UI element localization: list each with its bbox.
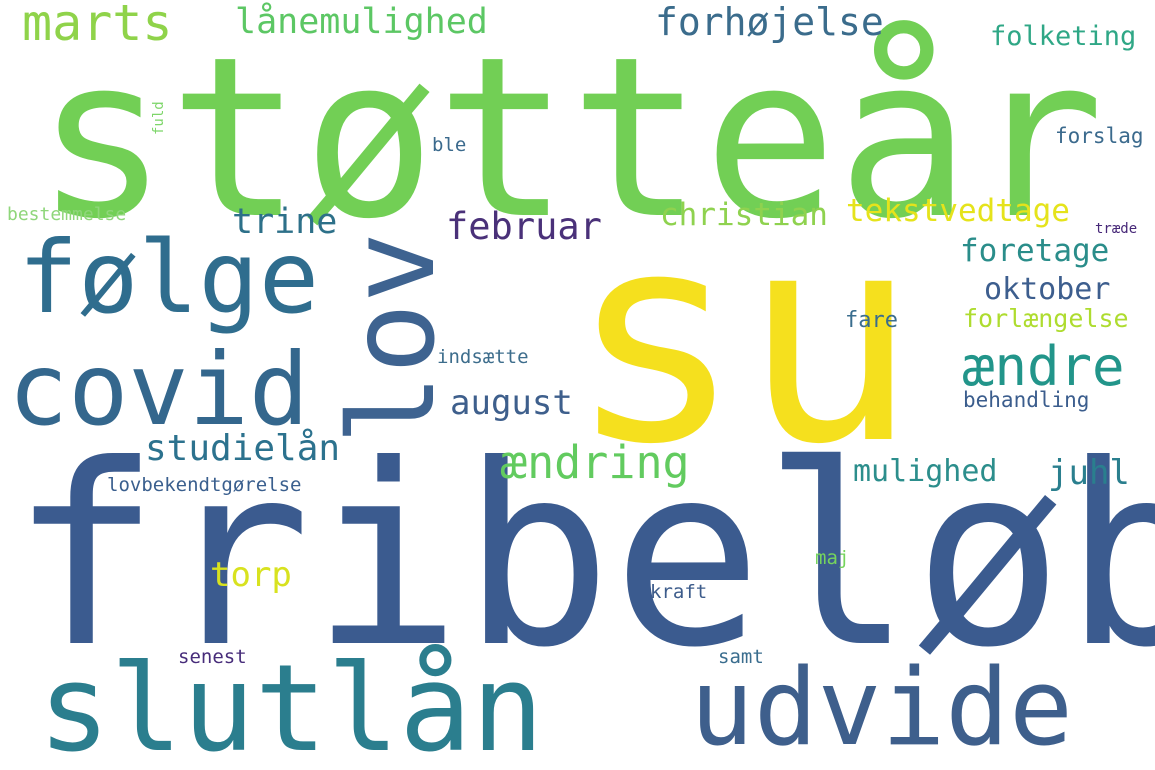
word-august: august	[450, 383, 573, 423]
word-fuld: fuld	[151, 101, 167, 135]
word-februar: februar	[446, 205, 602, 248]
word-behandling: behandling	[963, 388, 1090, 412]
word-ble: ble	[432, 134, 467, 156]
word-maj: maj	[815, 547, 850, 569]
word-lovbekendtgorelse: lovbekendtgørelse	[107, 474, 302, 496]
word-mulighed: mulighed	[853, 454, 998, 489]
word-udvide: udvide	[690, 646, 1073, 769]
word-traede: træde	[1095, 221, 1138, 237]
word-christian: christian	[660, 197, 828, 233]
word-tekstvedtage: tekstvedtage	[846, 193, 1070, 229]
word-indsaette: indsætte	[437, 346, 529, 368]
word-studielan: studielån	[145, 428, 341, 469]
word-bestemmelse: bestemmelse	[7, 204, 127, 225]
word-senest: senest	[178, 646, 247, 668]
word-samt: samt	[718, 646, 764, 668]
word-folge: følge	[18, 219, 320, 336]
word-foretage: foretage	[960, 233, 1110, 269]
word-lanemulighed: lånemulighed	[235, 2, 488, 42]
word-covid: covid	[8, 331, 310, 448]
word-stottear: støtteår	[35, 10, 1105, 268]
word-fare: fare	[845, 308, 898, 333]
word-oktober: oktober	[984, 272, 1111, 307]
word-forhojelse: forhøjelse	[655, 0, 884, 44]
word-aendring: ændring	[500, 436, 690, 489]
word-slutlan: slutlån	[38, 640, 544, 770]
word-su: su	[568, 171, 918, 508]
word-kraft: kraft	[650, 581, 708, 603]
word-aendre: ændre	[962, 335, 1125, 398]
word-juhl: juhl	[1048, 453, 1130, 493]
word-forlaengelse: forlængelse	[963, 304, 1129, 333]
word-forslag: forslag	[1055, 124, 1144, 148]
word-fribelob: fribeløb	[10, 411, 1155, 702]
word-marts: marts	[22, 0, 173, 52]
word-trine: trine	[232, 202, 338, 242]
word-folketing: folketing	[990, 21, 1137, 52]
word-torp: torp	[210, 555, 292, 595]
word-lov: lov	[323, 231, 461, 445]
